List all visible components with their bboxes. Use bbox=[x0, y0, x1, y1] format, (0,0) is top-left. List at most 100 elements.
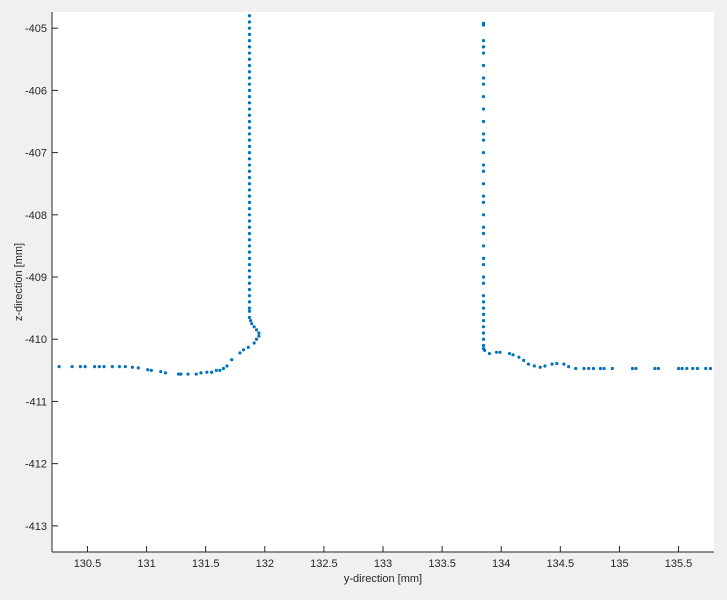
data-point bbox=[247, 119, 252, 124]
data-point bbox=[532, 364, 536, 368]
data-point bbox=[676, 366, 681, 371]
data-point bbox=[247, 294, 252, 298]
data-point bbox=[247, 262, 252, 267]
data-point bbox=[247, 113, 252, 117]
y-tick-label: -413 bbox=[25, 521, 47, 533]
data-point bbox=[574, 366, 578, 371]
data-point bbox=[247, 132, 252, 136]
x-tick-label: 131 bbox=[137, 558, 155, 570]
y-tick-label: -407 bbox=[25, 148, 47, 160]
y-tick-label: -408 bbox=[25, 210, 47, 222]
x-tick-label: 135.5 bbox=[665, 558, 693, 570]
data-point bbox=[247, 244, 252, 248]
data-point bbox=[247, 63, 252, 68]
data-point bbox=[247, 250, 252, 254]
data-point bbox=[481, 39, 486, 43]
data-point bbox=[511, 353, 515, 357]
data-point bbox=[481, 95, 486, 99]
data-point bbox=[610, 366, 614, 371]
data-point bbox=[704, 366, 708, 371]
data-point bbox=[241, 348, 246, 352]
data-point bbox=[481, 213, 486, 217]
data-point bbox=[481, 76, 486, 80]
data-point bbox=[225, 364, 229, 368]
data-point bbox=[146, 368, 150, 372]
y-tick-label: -406 bbox=[25, 85, 47, 97]
data-point bbox=[92, 365, 97, 369]
data-point bbox=[582, 366, 586, 371]
data-point bbox=[179, 372, 183, 376]
x-tick-label: 132.5 bbox=[310, 558, 338, 570]
x-tick-label: 132 bbox=[256, 558, 274, 570]
data-point bbox=[247, 315, 252, 320]
data-point bbox=[481, 325, 486, 329]
data-point bbox=[57, 365, 61, 369]
data-point bbox=[481, 107, 486, 111]
data-point bbox=[481, 343, 486, 348]
data-point bbox=[247, 256, 252, 260]
data-point bbox=[481, 331, 486, 335]
data-point bbox=[507, 351, 512, 356]
data-point bbox=[550, 362, 554, 366]
data-point bbox=[247, 275, 252, 279]
data-point bbox=[481, 300, 486, 304]
data-point bbox=[252, 325, 256, 329]
data-point bbox=[247, 157, 252, 161]
data-point bbox=[194, 372, 198, 376]
data-point bbox=[247, 238, 252, 242]
data-point bbox=[209, 370, 214, 374]
data-point bbox=[205, 370, 209, 374]
data-point bbox=[481, 150, 486, 155]
data-point bbox=[247, 150, 252, 155]
data-point bbox=[481, 306, 486, 310]
data-point bbox=[562, 362, 566, 366]
data-point bbox=[481, 312, 486, 316]
data-point bbox=[483, 348, 487, 353]
data-point bbox=[250, 322, 254, 326]
data-point bbox=[136, 366, 140, 370]
plot-area bbox=[52, 12, 714, 552]
x-tick-label: 133 bbox=[374, 558, 392, 570]
data-point bbox=[247, 126, 252, 130]
data-point bbox=[247, 51, 252, 55]
data-point bbox=[186, 372, 190, 376]
data-point bbox=[691, 366, 695, 371]
data-point bbox=[481, 318, 486, 323]
x-tick-label: 135 bbox=[610, 558, 628, 570]
data-point bbox=[247, 76, 252, 80]
data-point bbox=[526, 362, 531, 366]
data-point bbox=[630, 366, 635, 371]
data-point bbox=[247, 194, 252, 198]
data-points bbox=[57, 14, 713, 376]
x-tick-label: 133.5 bbox=[428, 558, 456, 570]
data-point bbox=[214, 368, 218, 372]
data-point bbox=[247, 281, 252, 285]
data-point bbox=[254, 328, 259, 332]
data-point bbox=[498, 350, 502, 354]
data-point bbox=[656, 366, 661, 371]
data-point bbox=[247, 138, 252, 142]
data-point bbox=[587, 366, 591, 371]
data-point bbox=[247, 32, 252, 36]
data-point bbox=[247, 231, 252, 236]
data-point bbox=[481, 169, 486, 173]
data-point bbox=[247, 182, 252, 186]
data-point bbox=[487, 351, 491, 356]
data-point bbox=[247, 101, 252, 105]
data-point bbox=[246, 345, 250, 349]
data-point bbox=[247, 169, 252, 173]
x-axis-label: y-direction [mm] bbox=[344, 573, 422, 585]
data-point bbox=[252, 341, 256, 345]
data-point bbox=[83, 365, 87, 369]
data-point bbox=[247, 213, 252, 217]
data-point bbox=[247, 45, 252, 49]
data-point bbox=[481, 182, 486, 186]
data-point bbox=[247, 188, 252, 192]
data-point bbox=[481, 194, 486, 198]
data-point bbox=[247, 306, 252, 310]
data-point bbox=[254, 337, 259, 341]
data-point bbox=[538, 365, 542, 369]
data-point bbox=[247, 206, 252, 211]
data-point bbox=[78, 365, 82, 369]
